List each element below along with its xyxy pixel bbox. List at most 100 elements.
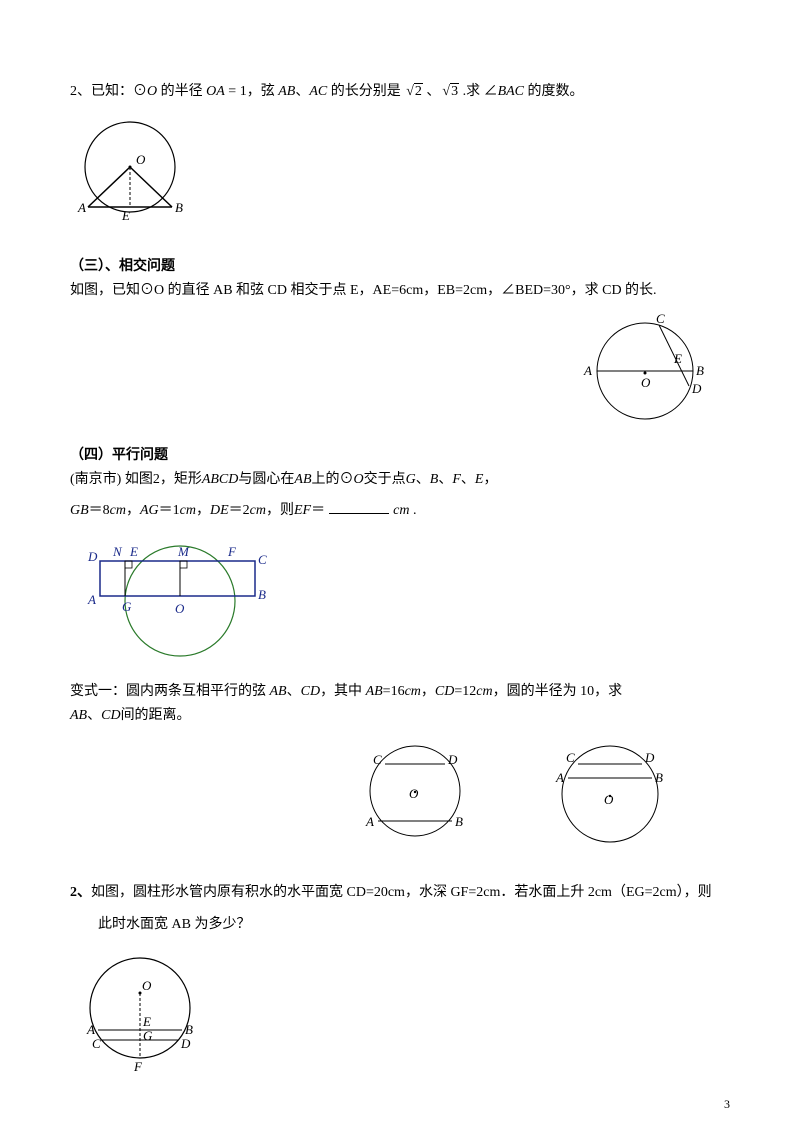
fig4b-D: D xyxy=(644,750,655,765)
fig3-F: F xyxy=(227,544,237,559)
fig4a-A: A xyxy=(365,814,374,829)
v1-t1: 圆内两条互相平行的弦 xyxy=(126,684,270,699)
fig3-C: C xyxy=(258,552,267,567)
s4-t12: ， xyxy=(196,503,210,518)
p1-t4: 、 xyxy=(295,84,309,99)
s4-t14: ，则 xyxy=(266,503,294,518)
fig4a-svg: C D A B O xyxy=(340,736,490,851)
fig4a-B: B xyxy=(455,814,463,829)
s4-cm2: cm xyxy=(180,503,196,518)
problem-2b-line2: 此时水面宽 AB 为多少？ xyxy=(98,913,730,937)
s4-t13: ＝2 xyxy=(229,503,250,518)
s4-ef: EF xyxy=(294,503,311,518)
p1-t3: = 1，弦 xyxy=(225,84,278,99)
s4-t11: ＝1 xyxy=(159,503,180,518)
s4-ag: AG xyxy=(140,503,159,518)
fig3-B: B xyxy=(258,587,266,602)
s4-t3: 上的⊙ xyxy=(312,472,354,487)
s4-cm1: cm xyxy=(110,503,126,518)
s4-t2: 与圆心在 xyxy=(238,472,294,487)
fig3-M: M xyxy=(177,544,190,559)
v1-cd3: CD xyxy=(101,708,120,723)
figure-1: O A B E xyxy=(70,112,730,237)
sqrt2: 2 xyxy=(404,80,423,104)
p1-t2: 的半径 xyxy=(157,84,206,99)
v1-cm1: cm xyxy=(405,684,421,699)
v1-t2: 、 xyxy=(287,684,301,699)
v1-cm2: cm xyxy=(476,684,492,699)
sqrt2-v: 2 xyxy=(414,83,423,99)
page-number: 3 xyxy=(724,1097,730,1112)
fig5-O: O xyxy=(142,978,152,993)
v1-t9: 间的距离。 xyxy=(121,708,191,723)
s4-t15: ＝ xyxy=(311,503,325,518)
fig2-svg: A B C D E O xyxy=(560,311,730,426)
sqrt3: 3 xyxy=(440,80,459,104)
p1-o: O xyxy=(147,84,157,99)
s4-cm4: cm xyxy=(393,503,409,518)
s4-de: DE xyxy=(210,503,229,518)
v1-label: 变式一： xyxy=(70,684,126,699)
fig1-E: E xyxy=(121,208,130,223)
fig3-O: O xyxy=(175,601,185,616)
p2-num: 2、 xyxy=(70,885,91,900)
p1-ac: AC xyxy=(309,84,327,99)
fig2-D: D xyxy=(691,381,702,396)
v1-cd2: CD xyxy=(435,684,454,699)
problem-2a: 2、已知：⊙O 的半径 OA = 1，弦 AB、AC 的长分别是 2 、3 .求… xyxy=(70,80,730,104)
figure-5: O A B C D E G F xyxy=(70,948,730,1083)
figure-4-row: C D A B O C D A B O xyxy=(70,736,730,851)
fig5-D: D xyxy=(180,1036,191,1051)
section-4-line2: GB＝8cm，AG＝1cm，DE＝2cm，则EF＝cm . xyxy=(70,499,730,523)
fig5-B: B xyxy=(185,1022,193,1037)
fig5-G: G xyxy=(143,1028,153,1043)
fig4b-O: O xyxy=(604,792,614,807)
blank-ef xyxy=(329,513,389,514)
fig2-O: O xyxy=(641,375,651,390)
fig3-D: D xyxy=(87,549,98,564)
fig4a-O: O xyxy=(409,786,419,801)
s4-cm3: cm xyxy=(250,503,266,518)
v1-t5: ， xyxy=(421,684,435,699)
s4-t1: (南京市) 如图2，矩形 xyxy=(70,472,202,487)
problem-2b: 2、如图，圆柱形水管内原有积水的水平面宽 CD=20cm，水深 GF=2cm．若… xyxy=(70,881,730,905)
section-3-title: （三）、相交问题 xyxy=(70,255,730,275)
fig3-svg: D N E M F C A B G O xyxy=(70,531,290,661)
s4-abcd: ABCD xyxy=(202,472,239,487)
p1-t6: 、 xyxy=(423,84,441,99)
fig1-A: A xyxy=(77,200,86,215)
s4-t10: ， xyxy=(126,503,140,518)
s4-t8: ， xyxy=(483,472,497,487)
v1-ab: AB xyxy=(270,684,287,699)
section-4-title: （四）平行问题 xyxy=(70,444,730,464)
v1-ab2: AB xyxy=(366,684,383,699)
p2-t1: 如图，圆柱形水管内原有积水的水平面宽 CD=20cm，水深 GF=2cm．若水面… xyxy=(91,885,712,900)
p1-num: 2、 xyxy=(70,84,91,99)
p1-t8: 的度数。 xyxy=(524,84,584,99)
fig4a-C: C xyxy=(373,752,382,767)
p1-ab: AB xyxy=(278,84,295,99)
s4-t6: 、 xyxy=(438,472,452,487)
fig4b-A: A xyxy=(555,770,564,785)
fig1-O: O xyxy=(136,152,146,167)
fig4a-D: D xyxy=(447,752,458,767)
fig4b-B: B xyxy=(655,770,663,785)
s4-ab: AB xyxy=(294,472,311,487)
fig2-C: C xyxy=(656,311,665,326)
fig2-A: A xyxy=(583,363,592,378)
v1-t4: =16 xyxy=(383,684,405,699)
s4-t7: 、 xyxy=(461,472,475,487)
v1-t6: =12 xyxy=(454,684,476,699)
v1-t3: ，其中 xyxy=(320,684,366,699)
s4-t4: 交于点 xyxy=(364,472,406,487)
page: 2、已知：⊙O 的半径 OA = 1，弦 AB、AC 的长分别是 2 、3 .求… xyxy=(0,0,800,1123)
s4-t5: 、 xyxy=(416,472,430,487)
fig4b-svg: C D A B O xyxy=(530,736,690,851)
p1-oa: OA xyxy=(206,84,225,99)
fig5-F: F xyxy=(133,1059,143,1074)
fig1-svg: O A B E xyxy=(70,112,200,232)
section-3-text: 如图，已知⊙O 的直径 AB 和弦 CD 相交于点 E，AE=6cm，EB=2c… xyxy=(70,279,730,303)
sqrt3-v: 3 xyxy=(450,83,459,99)
s4-o: O xyxy=(354,472,364,487)
section-4-line1: (南京市) 如图2，矩形ABCD与圆心在AB上的⊙O交于点G、B、F、E， xyxy=(70,468,730,492)
